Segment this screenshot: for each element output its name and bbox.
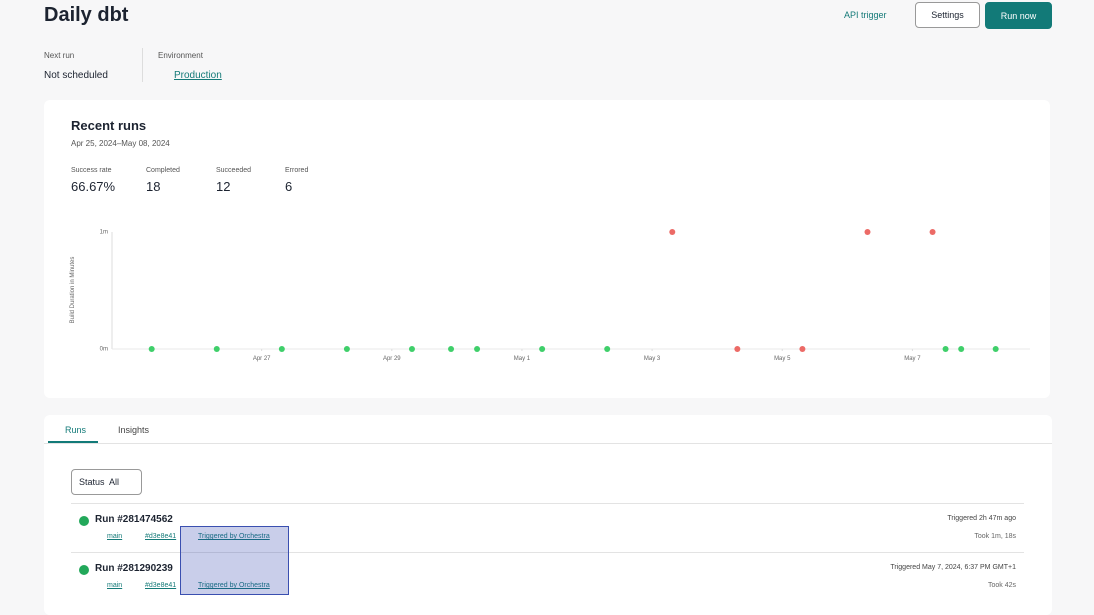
filter-label: Status	[79, 477, 105, 487]
x-tick-label: May 1	[514, 356, 531, 362]
run-point	[669, 229, 676, 235]
tab-indicator	[48, 441, 98, 443]
selection-highlight	[180, 526, 289, 595]
runs-card	[44, 415, 1052, 615]
row-rule	[71, 503, 1024, 504]
run-title: Run #281474562	[95, 514, 173, 525]
tab[interactable]: Runs	[65, 425, 87, 435]
stat-value: 18	[146, 179, 161, 194]
run-point	[278, 346, 285, 352]
x-tick-label: Apr 29	[383, 356, 401, 362]
stat-label: Errored	[285, 167, 309, 174]
run-point	[734, 346, 741, 352]
stat-value: 12	[216, 179, 231, 194]
run-now-button[interactable]: Run now	[985, 2, 1052, 29]
y-axis-label: Build Duration in Minutes	[70, 257, 76, 324]
run-point	[958, 346, 965, 352]
run-point	[929, 229, 936, 235]
run-point	[408, 346, 415, 352]
run-point	[942, 346, 949, 352]
row-rule	[71, 552, 1024, 553]
stat-value: 6	[285, 179, 293, 194]
date-range: Apr 25, 2024–May 08, 2024	[71, 139, 170, 148]
run-point	[448, 346, 455, 352]
trigger-link[interactable]: Triggered by Orchestra	[198, 533, 270, 540]
x-tick-label: May 5	[774, 356, 791, 362]
status-filter[interactable]	[71, 469, 142, 495]
x-tick-label: May 7	[904, 356, 921, 362]
run-point	[799, 346, 806, 352]
run-title: Run #281290239	[95, 563, 173, 574]
run-point	[474, 346, 481, 352]
meta-label: Environment	[158, 51, 203, 60]
stat-label: Completed	[146, 167, 180, 174]
filter-value: All	[109, 477, 120, 487]
page: Daily dbt API trigger Settings Run now N…	[44, 2, 1052, 595]
stat-label: Success rate	[71, 167, 112, 174]
run-time: Triggered May 7, 2024, 6:37 PM GMT+1	[890, 564, 1016, 571]
branch-link[interactable]: main	[107, 582, 123, 589]
x-tick-label: May 3	[644, 356, 661, 362]
chart: Build Duration in Minutes 0m 1m Apr 27 Apr …	[70, 229, 1030, 362]
run-status	[79, 565, 89, 575]
commit-link[interactable]: #d3e8e41	[145, 582, 177, 589]
stat-label: Succeeded	[216, 167, 252, 174]
run-point	[539, 346, 546, 352]
run-point	[343, 346, 350, 352]
branch-link[interactable]: main	[107, 533, 123, 540]
meta-label: Next run	[44, 51, 75, 60]
page-title: Daily dbt	[44, 4, 129, 26]
x-tick-label: Apr 27	[253, 356, 271, 362]
run-time: Triggered 2h 47m ago	[947, 515, 1016, 522]
divider	[142, 48, 143, 82]
commit-link[interactable]: #d3e8e41	[145, 533, 177, 540]
run-point	[864, 229, 871, 235]
tab[interactable]: Insights	[118, 425, 150, 435]
y-tick-label: 1m	[100, 230, 108, 236]
run-point	[148, 346, 155, 352]
run-status	[79, 516, 89, 526]
recent-runs-card	[44, 100, 1050, 398]
card-title: Recent runs	[71, 118, 147, 133]
api-trigger[interactable]: API trigger	[844, 10, 887, 20]
tab-rule	[44, 443, 1052, 444]
settings-button[interactable]: Settings	[915, 2, 980, 28]
run-duration: Took 1m, 18s	[974, 533, 1016, 540]
run-point	[604, 346, 611, 352]
run-duration: Took 42s	[987, 582, 1016, 589]
run-point	[213, 346, 220, 352]
stat-value: 66.67%	[71, 179, 116, 194]
run-point	[992, 346, 999, 352]
meta-value: Not scheduled	[44, 70, 108, 81]
y-tick-label: 0m	[100, 347, 108, 353]
environment-link[interactable]: Production	[174, 70, 222, 81]
trigger-link[interactable]: Triggered by Orchestra	[198, 582, 270, 589]
